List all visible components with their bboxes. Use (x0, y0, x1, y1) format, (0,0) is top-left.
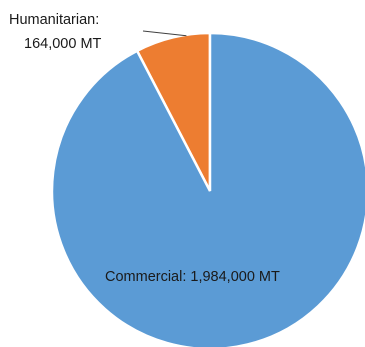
humanitarian-label-category: Humanitarian: (9, 12, 99, 28)
pie-slice-commercial (50, 31, 365, 347)
humanitarian-label-value: 164,000 MT (24, 36, 102, 52)
pie-slices (50, 31, 365, 347)
humanitarian-leader-line (142, 30, 187, 37)
commercial-label: Commercial: 1,984,000 MT (105, 269, 280, 285)
